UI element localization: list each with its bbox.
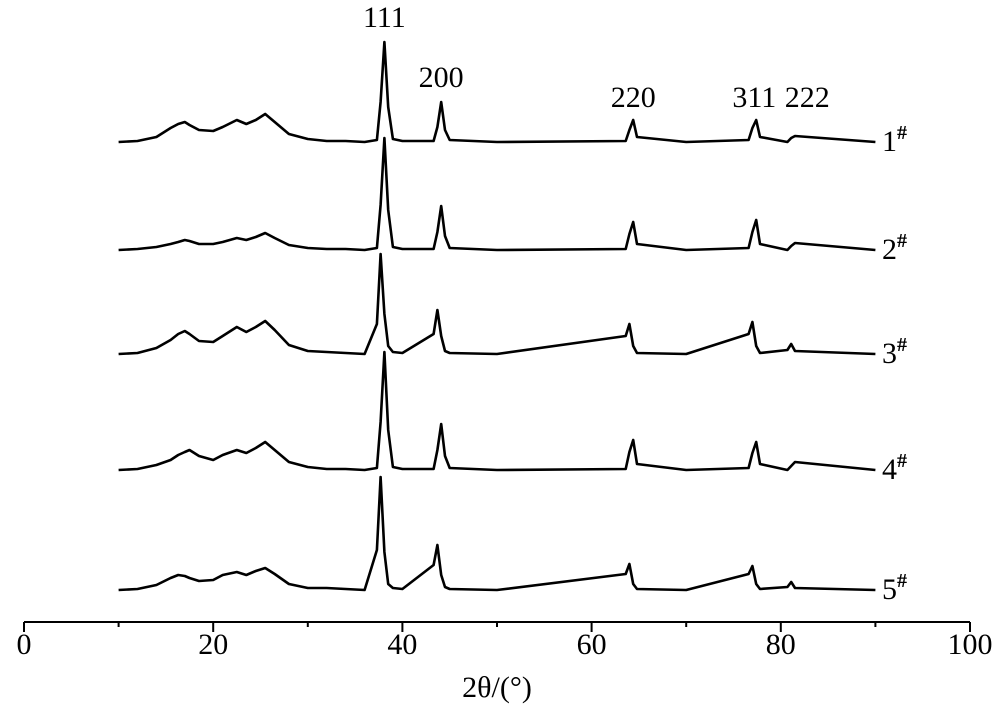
xrd-curve xyxy=(118,350,876,472)
x-tick-label: 60 xyxy=(577,628,607,661)
x-tick-label: 0 xyxy=(17,628,32,661)
peak-label: 220 xyxy=(611,81,656,114)
peak-label: 111 xyxy=(363,1,406,34)
xrd-curve xyxy=(118,40,876,144)
xrd-curve xyxy=(118,136,876,252)
peak-label: 200 xyxy=(419,61,464,94)
xrd-curve xyxy=(118,475,876,592)
series-label: 1# xyxy=(882,122,907,158)
series-label: 4# xyxy=(882,450,907,486)
x-tick-label: 20 xyxy=(198,628,228,661)
peak-label: 311 xyxy=(732,81,776,114)
xrd-curve xyxy=(118,252,876,356)
x-axis-title: 2θ/(°) xyxy=(462,671,532,704)
peak-label: 222 xyxy=(785,81,830,114)
x-tick-label: 40 xyxy=(387,628,417,661)
series-label: 5# xyxy=(882,570,907,606)
series-label: 3# xyxy=(882,334,907,370)
x-tick-label: 80 xyxy=(766,628,796,661)
x-tick-label: 100 xyxy=(948,628,993,661)
series-label: 2# xyxy=(882,230,907,266)
